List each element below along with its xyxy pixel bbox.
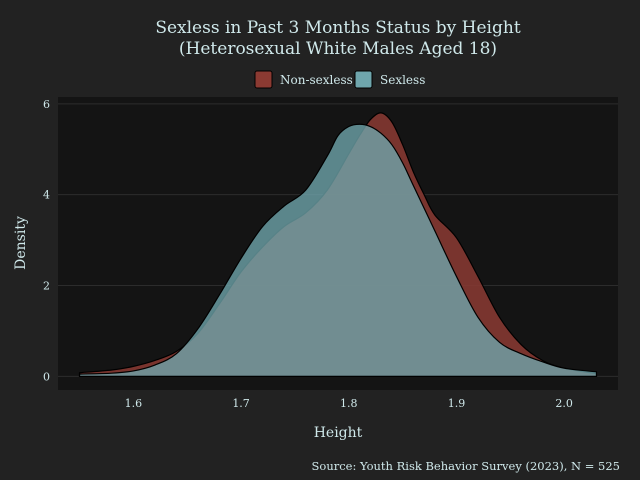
legend-label-sexless: Sexless	[380, 73, 425, 87]
y-tick-label: 2	[43, 280, 50, 293]
chart-caption: Source: Youth Risk Behavior Survey (2023…	[312, 459, 620, 473]
legend-label-non-sexless: Non-sexless	[280, 73, 353, 87]
y-tick-label: 6	[43, 98, 50, 111]
chart-subtitle: (Heterosexual White Males Aged 18)	[179, 39, 497, 59]
y-tick-label: 0	[43, 370, 50, 383]
x-tick-label: 1.9	[448, 397, 466, 410]
x-axis-ticks: 1.6 1.7 1.8 1.9 2.0	[125, 397, 573, 410]
x-tick-label: 2.0	[555, 397, 573, 410]
y-axis-title: Density	[13, 216, 29, 270]
chart-title: Sexless in Past 3 Months Status by Heigh…	[155, 18, 520, 38]
x-axis-title: Height	[314, 425, 363, 441]
x-tick-label: 1.6	[125, 397, 143, 410]
y-tick-label: 4	[43, 189, 50, 202]
x-tick-label: 1.8	[340, 397, 358, 410]
x-tick-label: 1.7	[232, 397, 250, 410]
legend-swatch-sexless	[354, 70, 373, 89]
legend: Non-sexless Sexless	[254, 70, 425, 89]
density-area-sexless	[78, 123, 598, 377]
legend-swatch-non-sexless	[254, 70, 273, 89]
density-areas	[78, 112, 598, 377]
y-axis-ticks: 0 2 4 6	[43, 98, 50, 384]
